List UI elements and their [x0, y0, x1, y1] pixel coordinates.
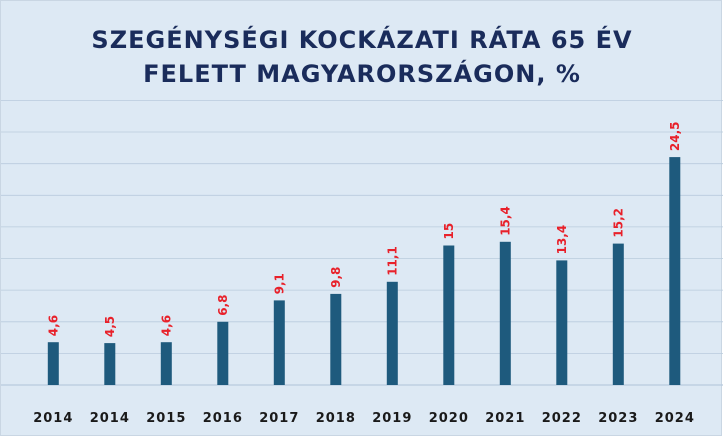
data-label-10: 15,2 — [611, 208, 625, 238]
data-label-9: 13,4 — [555, 225, 569, 255]
bar-11 — [669, 157, 681, 385]
x-tick-label-6: 2019 — [372, 411, 412, 426]
x-tick-label-10: 2023 — [598, 411, 638, 426]
bar-10 — [612, 243, 624, 385]
data-label-0: 4,6 — [46, 315, 60, 336]
x-tick-label-5: 2018 — [316, 411, 356, 426]
x-tick-label-7: 2020 — [429, 411, 469, 426]
data-label-2: 4,6 — [159, 315, 173, 336]
bar-6 — [386, 281, 398, 385]
bar-0 — [47, 342, 59, 385]
data-label-5: 9,8 — [329, 267, 343, 288]
chart-title-line-2: FELETT MAGYARORSZÁGON, % — [143, 60, 581, 88]
x-tick-label-4: 2017 — [259, 411, 299, 426]
data-label-8: 15,4 — [498, 206, 512, 236]
x-tick-label-9: 2022 — [542, 411, 582, 426]
data-label-6: 11,1 — [385, 246, 399, 276]
data-label-7: 15 — [442, 223, 456, 240]
bar-4 — [273, 300, 285, 385]
x-tick-label-8: 2021 — [485, 411, 525, 426]
chart-title-line-1: SZEGÉNYSÉGI KOCKÁZATI RÁTA 65 ÉV — [91, 26, 633, 54]
x-tick-label-11: 2024 — [655, 411, 695, 426]
data-label-1: 4,5 — [103, 316, 117, 337]
chart-title: SZEGÉNYSÉGI KOCKÁZATI RÁTA 65 ÉV FELETT … — [1, 23, 723, 91]
bar-5 — [330, 293, 342, 385]
x-tick-label-2: 2015 — [146, 411, 186, 426]
x-tick-label-0: 2014 — [33, 411, 73, 426]
data-label-4: 9,1 — [272, 273, 286, 294]
data-label-3: 6,8 — [216, 295, 230, 316]
bar-7 — [443, 245, 455, 385]
bar-3 — [217, 321, 229, 385]
x-tick-label-1: 2014 — [90, 411, 130, 426]
bar-9 — [556, 260, 568, 385]
bar-8 — [499, 241, 511, 385]
data-label-11: 24,5 — [668, 121, 682, 151]
bar-1 — [104, 343, 116, 385]
bar-2 — [160, 342, 172, 385]
x-tick-label-3: 2016 — [203, 411, 243, 426]
